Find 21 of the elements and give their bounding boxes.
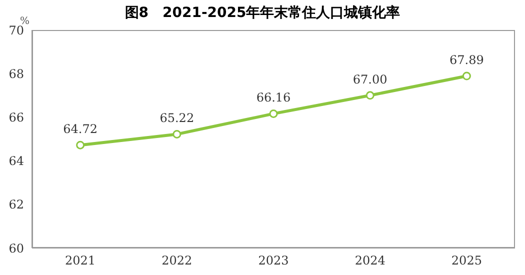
point: [462, 72, 471, 80]
point: [76, 140, 85, 150]
chart-title: 图8 2021-2025年年末常住人口城镇化率: [124, 5, 400, 21]
point: [366, 91, 374, 100]
data-label: 64.72: [63, 122, 98, 136]
data-label: 65.22: [160, 111, 194, 126]
y-tick-label: 64: [8, 154, 24, 168]
point: [172, 130, 182, 138]
x-tick-label: 2023: [258, 254, 289, 268]
y-tick-label: 60: [8, 241, 24, 256]
y-tick-label: 62: [8, 198, 24, 212]
x-tick-label: 2021: [65, 254, 96, 268]
x-tick-label: 2025: [451, 254, 482, 268]
y-tick-label: 68: [8, 66, 24, 81]
x-tick-label: 2024: [354, 254, 386, 268]
x-tick-label: 2022: [162, 254, 192, 268]
data-label: 66.16: [256, 90, 291, 105]
data-label: 67.00: [352, 72, 388, 86]
point: [269, 109, 278, 118]
y-tick-label: 66: [8, 110, 24, 124]
data-label: 67.89: [450, 53, 484, 67]
